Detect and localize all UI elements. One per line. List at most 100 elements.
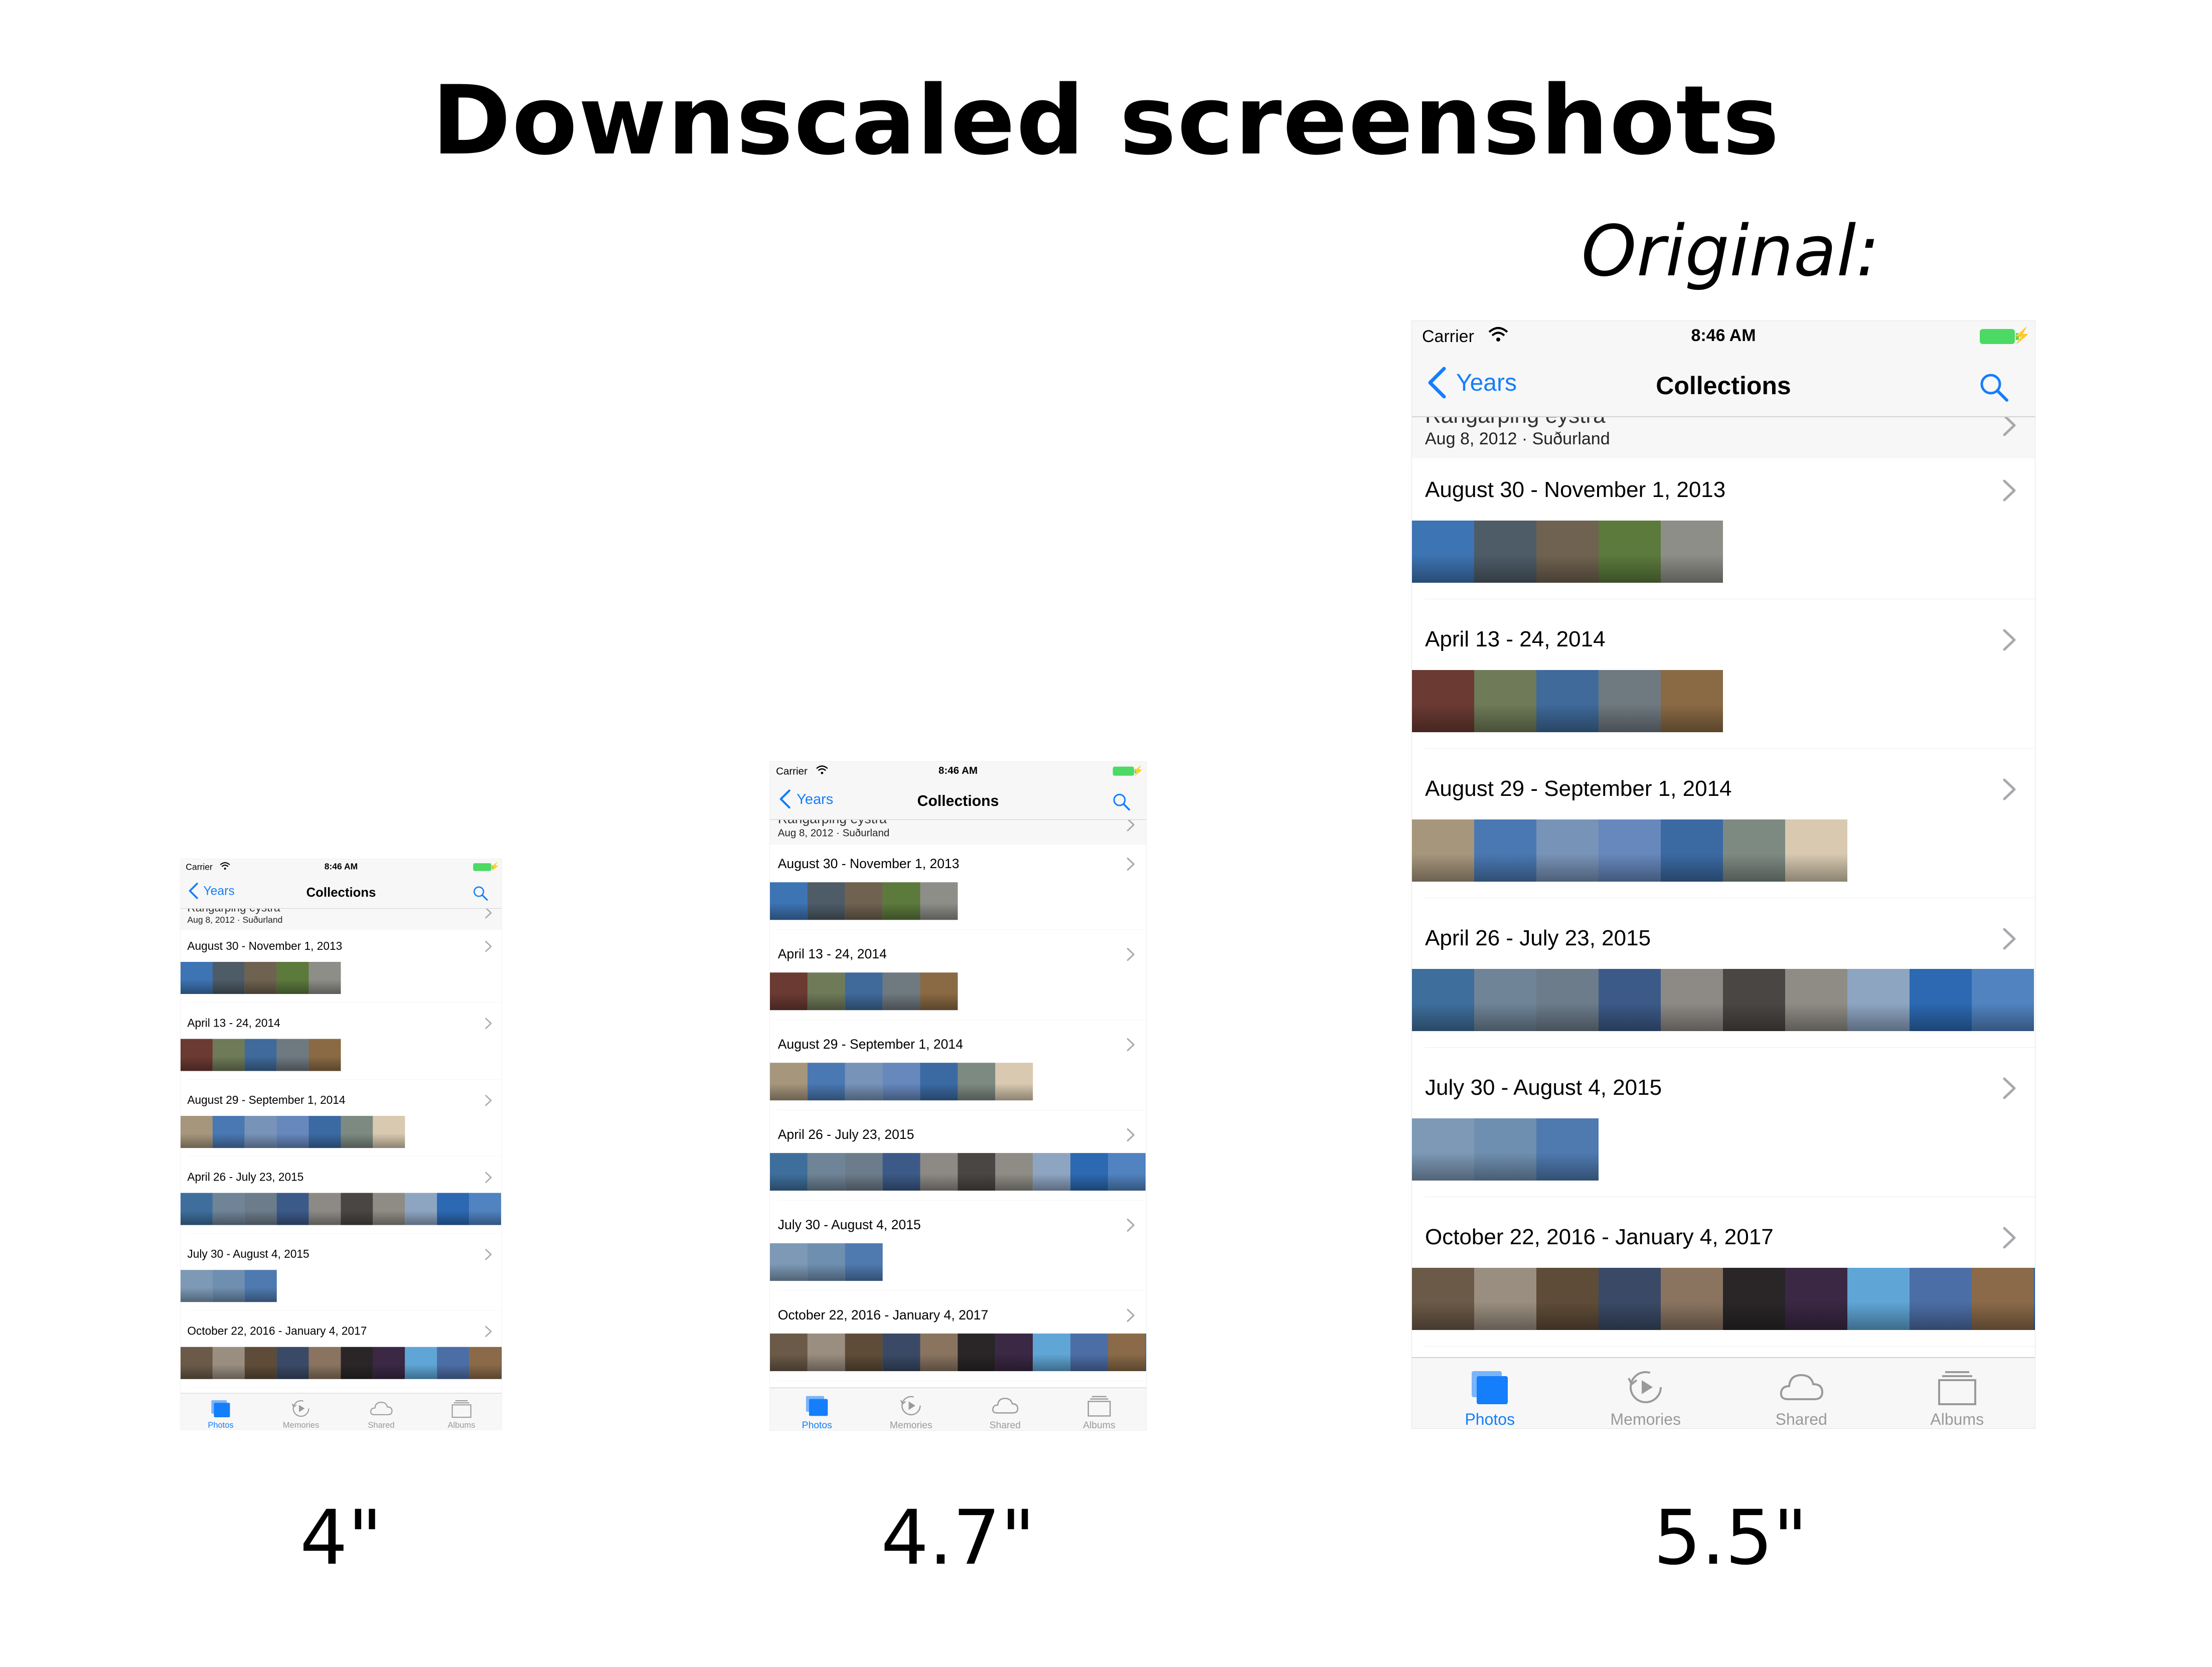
tab-albums[interactable]: Albums <box>1052 1388 1147 1430</box>
collection-row[interactable]: October 22, 2016 - January 4, 2017 <box>770 1296 1147 1386</box>
photo-thumbnail[interactable] <box>181 1193 213 1225</box>
photo-thumbnail[interactable] <box>308 1039 341 1071</box>
photo-thumbnail[interactable] <box>1972 1268 2034 1330</box>
photo-thumbnail[interactable] <box>1033 1333 1071 1372</box>
photo-thumbnail[interactable] <box>341 1347 373 1379</box>
photo-thumbnail[interactable] <box>1474 819 1536 882</box>
photo-thumbnail[interactable] <box>469 1193 501 1225</box>
photo-thumbnail[interactable] <box>212 1039 245 1071</box>
thumbnail-strip[interactable] <box>770 882 958 920</box>
photo-thumbnail[interactable] <box>770 882 808 920</box>
photo-thumbnail[interactable] <box>181 1270 213 1302</box>
photo-thumbnail[interactable] <box>920 972 958 1011</box>
photo-thumbnail[interactable] <box>807 1333 845 1372</box>
photo-thumbnail[interactable] <box>276 1347 309 1379</box>
thumbnail-strip[interactable] <box>1412 1118 1599 1181</box>
tab-photos[interactable]: Photos <box>181 1394 261 1430</box>
tab-photos[interactable]: Photos <box>770 1388 864 1430</box>
photo-thumbnail[interactable] <box>1474 1118 1536 1181</box>
thumbnail-strip[interactable] <box>1412 670 1723 732</box>
photo-thumbnail[interactable] <box>845 1063 883 1101</box>
photo-thumbnail[interactable] <box>1412 819 1474 882</box>
thumbnail-strip[interactable] <box>181 1039 341 1071</box>
thumbnail-strip[interactable] <box>770 1063 1033 1101</box>
photo-thumbnail[interactable] <box>845 972 883 1011</box>
photo-thumbnail[interactable] <box>308 1116 341 1148</box>
photo-thumbnail[interactable] <box>1661 819 1723 882</box>
photo-thumbnail[interactable] <box>807 972 845 1011</box>
photo-thumbnail[interactable] <box>770 1153 808 1191</box>
photo-thumbnail[interactable] <box>1412 521 1474 583</box>
photo-thumbnail[interactable] <box>1108 1153 1146 1191</box>
thumbnail-strip[interactable] <box>770 1153 1146 1191</box>
photo-thumbnail[interactable] <box>770 1333 808 1372</box>
tab-memories[interactable]: Memories <box>864 1388 959 1430</box>
back-button[interactable]: Years <box>779 788 833 809</box>
photo-thumbnail[interactable] <box>1070 1153 1108 1191</box>
photo-thumbnail[interactable] <box>920 882 958 920</box>
photo-thumbnail[interactable] <box>1412 969 1474 1031</box>
search-icon[interactable] <box>472 885 489 902</box>
photo-thumbnail[interactable] <box>1070 1333 1108 1372</box>
collection-row[interactable]: April 26 - July 23, 2015 <box>181 1161 502 1238</box>
photo-thumbnail[interactable] <box>1412 1268 1474 1330</box>
photo-thumbnail[interactable] <box>1723 819 1785 882</box>
photo-thumbnail[interactable] <box>1661 1268 1723 1330</box>
photo-thumbnail[interactable] <box>1536 969 1599 1031</box>
tab-albums[interactable]: Albums <box>421 1394 502 1430</box>
photo-thumbnail[interactable] <box>212 1347 245 1379</box>
collection-row[interactable]: July 30 - August 4, 2015 <box>181 1238 502 1315</box>
photo-thumbnail[interactable] <box>341 1193 373 1225</box>
photo-thumbnail[interactable] <box>1723 969 1785 1031</box>
photo-thumbnail[interactable] <box>1599 670 1661 732</box>
photo-thumbnail[interactable] <box>770 972 808 1011</box>
photo-thumbnail[interactable] <box>501 1347 502 1379</box>
photo-thumbnail[interactable] <box>882 882 920 920</box>
thumbnail-strip[interactable] <box>181 1193 501 1225</box>
photo-thumbnail[interactable] <box>920 1153 958 1191</box>
photo-thumbnail[interactable] <box>244 1193 277 1225</box>
photo-thumbnail[interactable] <box>181 962 213 994</box>
collection-row[interactable]: October 22, 2016 - January 4, 2017 <box>1412 1206 2035 1355</box>
tab-shared[interactable]: Shared <box>958 1388 1052 1430</box>
photo-thumbnail[interactable] <box>770 1243 808 1281</box>
search-icon[interactable] <box>1112 792 1131 811</box>
photo-thumbnail[interactable] <box>770 1063 808 1101</box>
photo-thumbnail[interactable] <box>244 1039 277 1071</box>
photo-thumbnail[interactable] <box>437 1193 469 1225</box>
photo-thumbnail[interactable] <box>181 1116 213 1148</box>
photo-thumbnail[interactable] <box>1474 1268 1536 1330</box>
photo-thumbnail[interactable] <box>212 1270 245 1302</box>
photo-thumbnail[interactable] <box>807 1153 845 1191</box>
photo-thumbnail[interactable] <box>845 882 883 920</box>
thumbnail-strip[interactable] <box>770 1333 1147 1372</box>
photo-thumbnail[interactable] <box>1972 969 2034 1031</box>
photo-thumbnail[interactable] <box>405 1347 437 1379</box>
thumbnail-strip[interactable] <box>770 1243 883 1281</box>
collection-row[interactable]: August 30 - November 1, 2013 <box>181 930 502 1007</box>
photo-thumbnail[interactable] <box>995 1153 1033 1191</box>
photo-thumbnail[interactable] <box>244 1270 277 1302</box>
tab-photos[interactable]: Photos <box>1412 1358 1568 1428</box>
photo-thumbnail[interactable] <box>276 1193 309 1225</box>
photo-thumbnail[interactable] <box>212 1193 245 1225</box>
photo-thumbnail[interactable] <box>373 1193 405 1225</box>
photo-thumbnail[interactable] <box>341 1116 373 1148</box>
photo-thumbnail[interactable] <box>212 962 245 994</box>
photo-thumbnail[interactable] <box>1599 819 1661 882</box>
photo-thumbnail[interactable] <box>920 1063 958 1101</box>
photo-thumbnail[interactable] <box>276 1116 309 1148</box>
photo-thumbnail[interactable] <box>1661 670 1723 732</box>
photo-thumbnail[interactable] <box>1474 969 1536 1031</box>
photo-thumbnail[interactable] <box>882 1063 920 1101</box>
collection-row[interactable]: August 29 - September 1, 2014 <box>770 1025 1147 1115</box>
thumbnail-strip[interactable] <box>1412 521 1723 583</box>
photo-thumbnail[interactable] <box>276 962 309 994</box>
photo-thumbnail[interactable] <box>181 1039 213 1071</box>
photo-thumbnail[interactable] <box>1412 670 1474 732</box>
collection-row[interactable]: July 30 - August 4, 2015 <box>1412 1056 2035 1206</box>
photo-thumbnail[interactable] <box>1723 1268 1785 1330</box>
sticky-section-header[interactable]: Rangárþing eystra Aug 8, 2012 · Suðurlan… <box>181 908 502 930</box>
photo-thumbnail[interactable] <box>181 1347 213 1379</box>
photo-thumbnail[interactable] <box>244 962 277 994</box>
